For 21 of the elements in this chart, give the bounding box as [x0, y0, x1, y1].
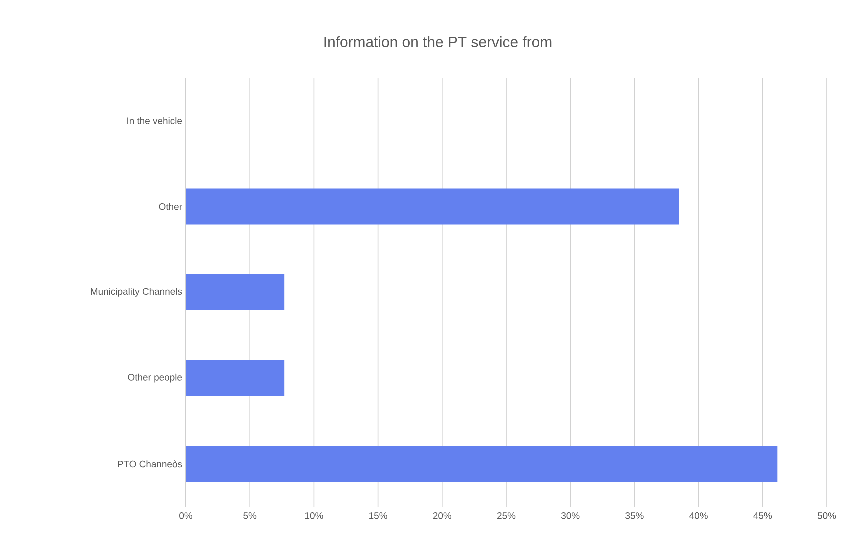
y-tick-label: Municipality Channels [91, 288, 182, 297]
x-tick-label: 50% [818, 512, 836, 520]
y-tick-label: In the vehicle [128, 117, 182, 124]
x-tick-label: 15% [370, 512, 388, 520]
bar [186, 360, 285, 396]
x-tick-label: 30% [561, 512, 580, 520]
x-tick-label: 25% [498, 512, 516, 520]
x-tick-label: 0% [180, 512, 192, 520]
y-tick-label: PTO Channeòs [118, 460, 182, 468]
x-tick-label: 35% [626, 512, 644, 520]
x-tick-label: 20% [433, 512, 452, 520]
chart-title: Information on the PT service from [324, 36, 552, 48]
x-tick-label: 45% [754, 512, 772, 520]
y-tick-label: Other [159, 203, 182, 210]
y-tick-label: Other people [128, 374, 182, 383]
x-tick-label: 5% [244, 512, 257, 520]
x-tick-label: 40% [690, 512, 708, 520]
bar [186, 188, 680, 225]
x-tick-label: 10% [305, 512, 324, 520]
bar [186, 274, 285, 311]
bar [186, 446, 778, 482]
